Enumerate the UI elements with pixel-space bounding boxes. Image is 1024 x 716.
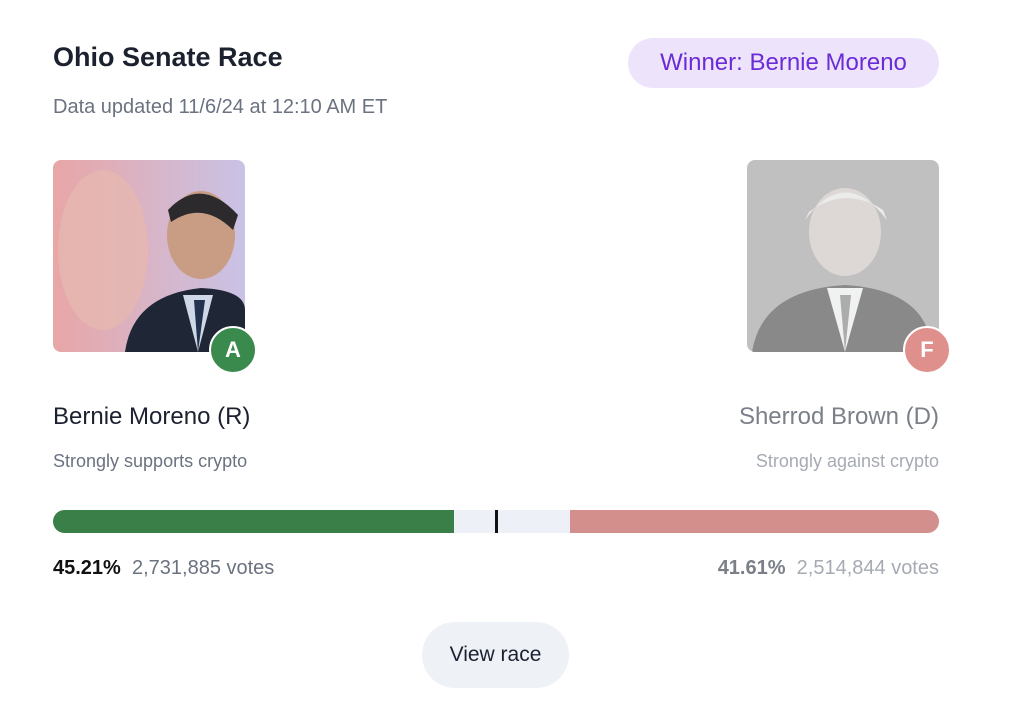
vote-count: 2,514,844 votes (796, 557, 939, 579)
updated-note: Data updated 11/6/24 at 12:10 AM ET (53, 96, 388, 118)
candidate-stance: Strongly supports crypto (53, 451, 248, 471)
vote-share-bar (53, 510, 454, 533)
vote-count: 2,731,885 votes (131, 557, 275, 579)
view-race-button[interactable]: View race (422, 622, 569, 688)
photo-image (53, 160, 245, 352)
winner-pill: Winner: Bernie Moreno (628, 38, 939, 88)
candidate-stance: Strongly against crypto (755, 451, 939, 471)
candidate-result: 45.21% 2,731,885 votes (53, 557, 274, 580)
vote-share-bar (570, 510, 939, 533)
photo-image (747, 160, 939, 352)
vote-bar (53, 510, 939, 533)
vote-share: 45.21% (53, 557, 121, 579)
candidate-name: Sherrod Brown (D) (738, 403, 939, 430)
candidate-photo (53, 160, 245, 352)
vote-share: 41.61% (717, 557, 786, 579)
majority-line (495, 510, 498, 533)
candidate-result: 41.61% 2,514,844 votes (718, 557, 939, 580)
grade-badge: F (903, 326, 951, 374)
race-title: Ohio Senate Race (53, 42, 283, 72)
candidate-name: Bernie Moreno (R) (53, 403, 251, 430)
grade-badge: A (209, 326, 257, 374)
candidate-photo (747, 160, 939, 352)
